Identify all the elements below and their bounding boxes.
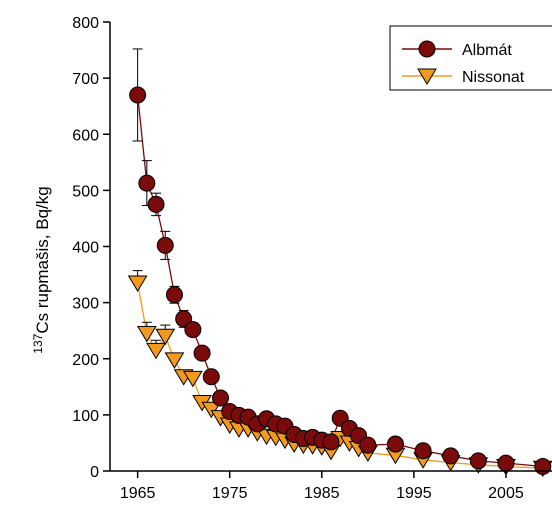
y-tick-label: 700 — [72, 71, 99, 88]
legend-box — [389, 25, 552, 91]
y-tick-label: 800 — [72, 15, 99, 32]
data-point-albmat — [202, 368, 220, 386]
data-point-albmat — [184, 321, 202, 339]
y-tick-label: 100 — [72, 408, 99, 425]
data-point-albmat — [322, 433, 340, 451]
data-point-albmat — [386, 435, 404, 453]
data-point-nissonat — [201, 401, 222, 419]
data-point-nissonat — [155, 328, 176, 346]
data-point-albmat — [193, 344, 211, 362]
data-point-albmat — [165, 286, 183, 304]
data-point-nissonat — [127, 275, 148, 292]
y-tick-label: 200 — [72, 352, 99, 369]
ticks-layer: 0 100 200 300 400 500 600 700 800 1965 1975 1985 199… — [72, 15, 524, 502]
data-point-albmat — [442, 447, 460, 465]
y-axis-title-superscript: 137 — [31, 333, 45, 353]
data-point-albmat — [138, 174, 156, 192]
data-point-albmat — [212, 389, 229, 407]
x-tick-label: 1985 — [304, 485, 340, 502]
y-axis-title: 137Cs rupmašis, Bq/kg — [31, 186, 52, 353]
data-point-albmat — [156, 236, 174, 254]
legend-label-albmat: Albmát — [462, 42, 512, 59]
data-point-albmat — [414, 442, 432, 460]
data-point-albmat — [469, 452, 487, 470]
data-point-nissonat — [164, 352, 185, 369]
y-tick-label: 400 — [72, 240, 99, 257]
y-axis-title-text: Cs rupmašis, Bq/kg — [33, 186, 52, 333]
data-point-albmat — [497, 454, 515, 472]
series-layer — [127, 48, 552, 478]
data-point-albmat — [359, 436, 377, 454]
legend: Albmát Nissonat — [389, 25, 552, 91]
y-tick-label: 0 — [90, 464, 99, 481]
y-tick-label: 500 — [72, 183, 99, 200]
y-tick-label: 600 — [72, 127, 99, 144]
x-tick-label: 1995 — [396, 485, 432, 502]
data-point-albmat — [129, 86, 147, 104]
legend-label-nissonat: Nissonat — [462, 69, 525, 86]
x-tick-label: 1965 — [120, 485, 156, 502]
data-point-albmat — [534, 458, 552, 476]
data-point-albmat — [147, 195, 165, 213]
x-tick-label: 1975 — [212, 485, 248, 502]
data-point-nissonat — [146, 342, 166, 360]
data-point-nissonat — [182, 370, 203, 388]
x-tick-label: 2005 — [488, 485, 524, 502]
data-point-nissonat — [136, 325, 157, 343]
legend-marker-nissonat — [417, 68, 437, 85]
legend-marker-albmat — [418, 40, 436, 58]
y-tick-label: 300 — [72, 296, 99, 313]
